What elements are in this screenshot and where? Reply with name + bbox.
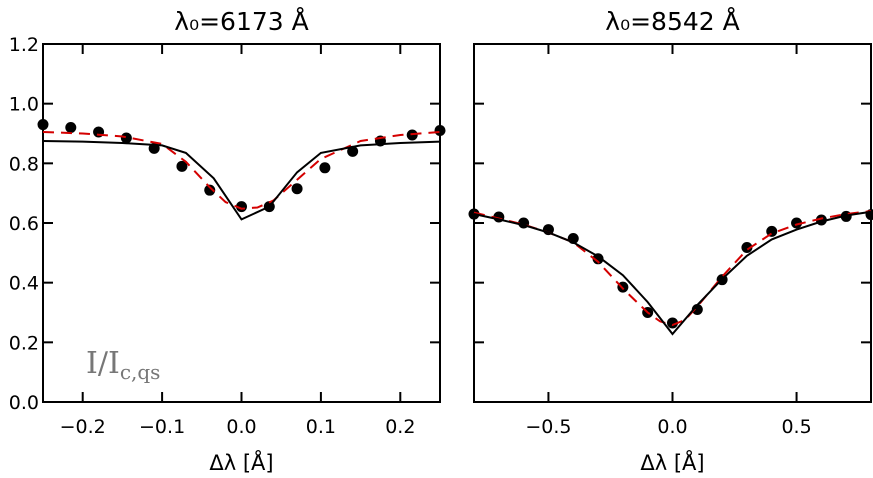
y-tick-label: 0.2 [9,332,39,354]
intensity-annotation: I/Ic,qs [86,346,160,384]
panel-title: λ₀=8542 Å [605,7,739,36]
x-tick-label: −0.2 [60,416,106,438]
x-tick-label: 0.0 [226,416,256,438]
observed-point [176,160,188,172]
observed-point [592,253,604,265]
model-line [42,140,441,221]
x-tick-label: −0.5 [525,416,571,438]
fit-line [473,210,872,327]
plot-frame [473,43,872,403]
observed-point [434,125,446,137]
observed-point [291,183,303,195]
x-tick-label: −0.1 [139,416,185,438]
y-tick-label: 0.4 [9,273,39,295]
y-tick-label: 1.0 [9,94,39,116]
x-axis-title: Δλ [Å] [209,449,273,475]
y-tick-label: 0.6 [9,213,39,235]
y-tick-label: 0.8 [9,153,39,175]
model-line [473,210,872,336]
x-tick-label: 0.5 [781,416,811,438]
observed-point [667,317,678,329]
observed-point [319,162,331,174]
x-axis-title: Δλ [Å] [640,449,704,475]
observed-point [37,119,49,131]
x-tick-label: 0.1 [306,416,336,438]
x-tick-label: 0.0 [657,416,687,438]
observed-point [791,217,803,229]
y-tick-label: 1.2 [9,34,39,56]
observed-point [347,145,359,157]
observed-point [741,241,753,253]
observed-point [204,184,216,196]
right-panel: −0.5 0.0 0.5 λ₀=8542 Å Δλ [Å] [468,7,873,475]
x-tick-label: 0.2 [385,416,415,438]
observed-point [65,122,77,134]
left-panel: −0.2 −0.1 0.0 0.1 0.2 0.0 0.2 0.4 0.6 0.8 1.0 1.2 λ₀… [9,7,446,475]
panel-title: λ₀=6173 Å [174,7,308,36]
observed-point [120,132,132,144]
y-tick-label: 0.0 [9,392,39,414]
